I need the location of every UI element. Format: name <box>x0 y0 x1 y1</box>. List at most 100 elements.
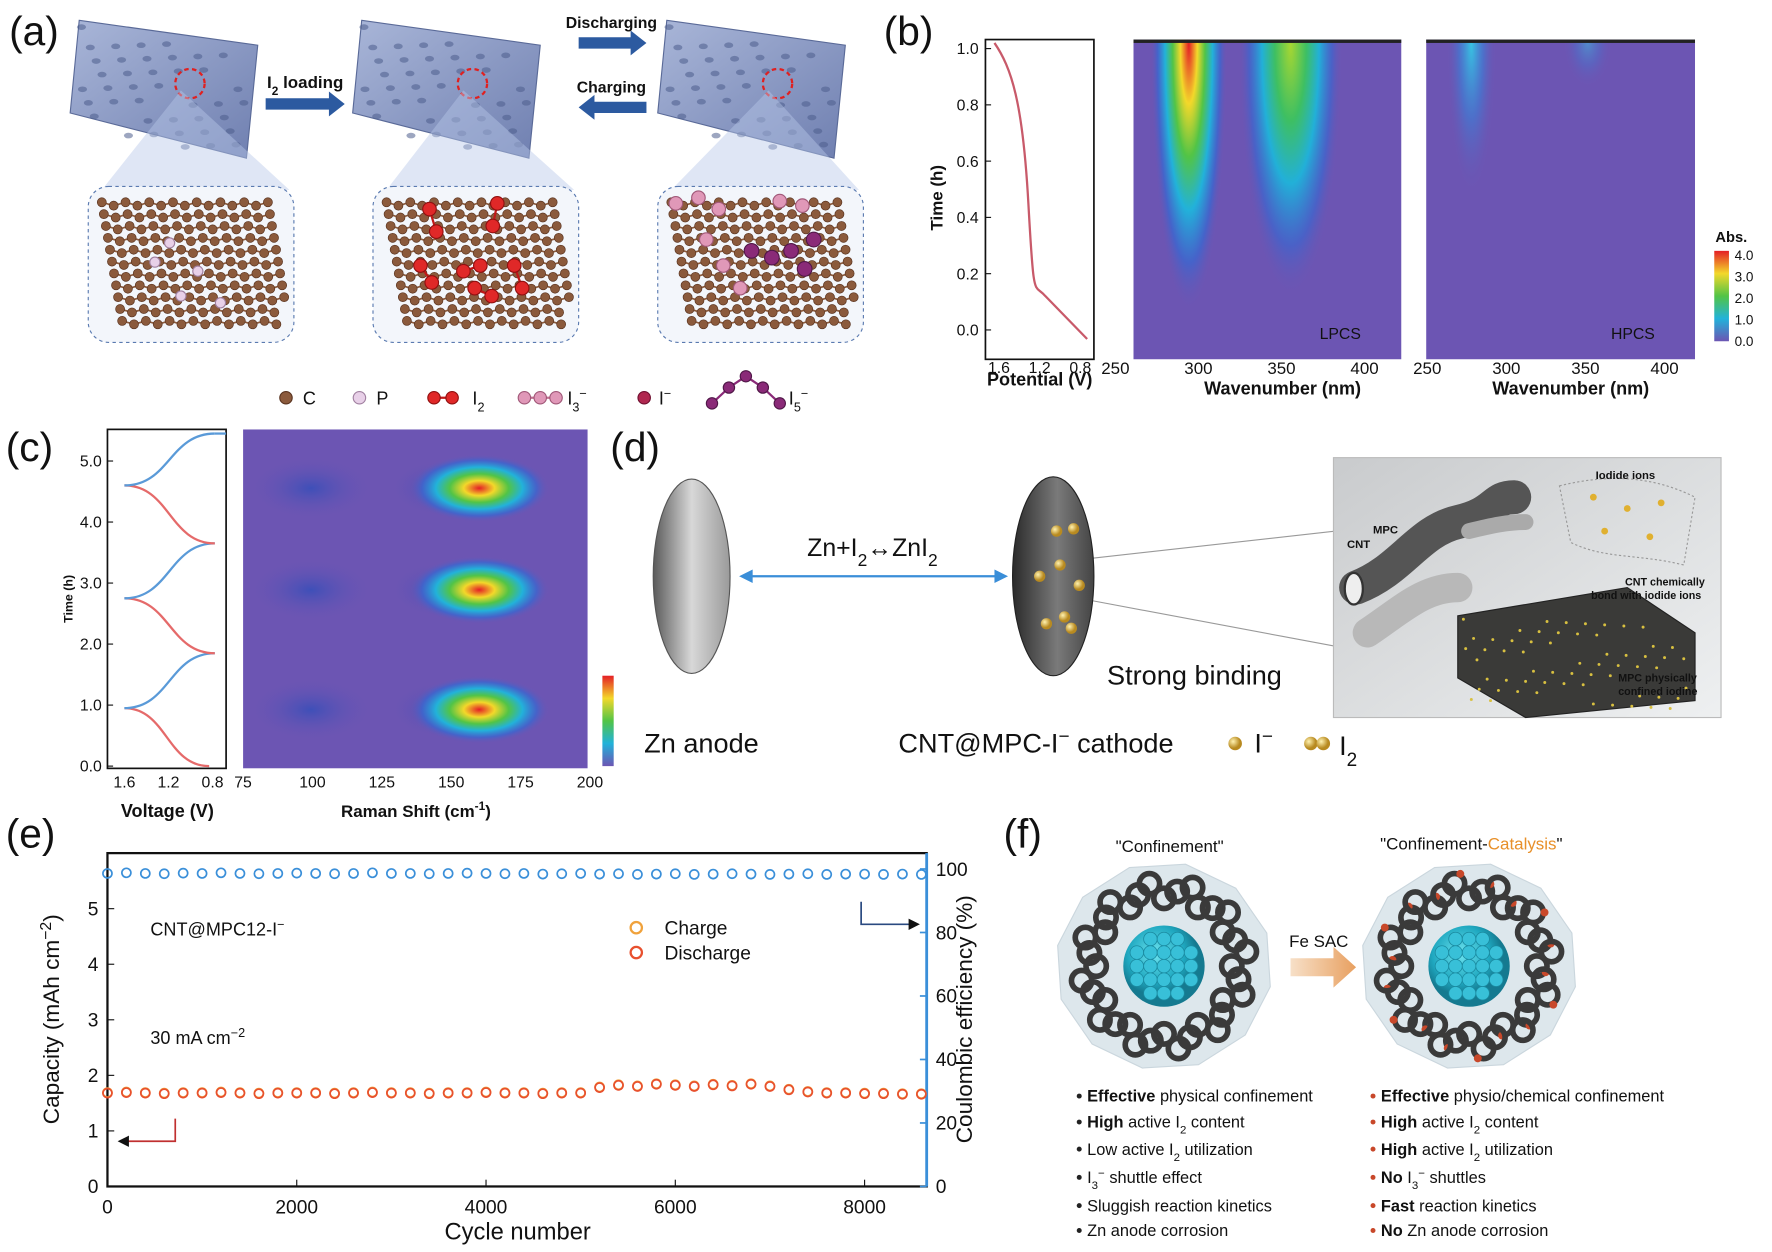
carbon-atom <box>808 197 819 208</box>
text-segment: active I <box>1417 1141 1473 1159</box>
carbon-atom <box>423 304 434 314</box>
carbon-atom <box>484 244 495 255</box>
carbon-atom <box>710 248 720 258</box>
pore <box>780 53 790 60</box>
colorbar <box>602 675 614 767</box>
carbon-atom <box>229 212 240 223</box>
carbon-atom <box>789 221 799 231</box>
carbon-cluster <box>1137 1027 1164 1054</box>
carbon-atom <box>763 209 774 219</box>
carbon-atom <box>405 271 416 282</box>
pore <box>463 144 473 150</box>
x-tick-label: 400 <box>1350 359 1378 378</box>
pore <box>690 85 701 91</box>
carbon-atom <box>468 224 479 235</box>
text-segment: Zn anode corrosion <box>1087 1222 1228 1240</box>
zn-anode <box>652 478 731 675</box>
pore <box>457 130 467 137</box>
iodine-speck <box>1535 691 1539 695</box>
carbon-atom <box>170 283 181 294</box>
iodine-atom <box>1143 958 1158 974</box>
pore <box>704 57 714 63</box>
fe-site <box>1456 869 1465 878</box>
voltage-curve <box>124 707 210 768</box>
carbon-atom <box>692 209 702 219</box>
text-segment: − <box>1058 726 1069 747</box>
data-point <box>707 868 719 880</box>
cathode-label: CNT@MPC-I− cathode <box>898 726 1173 759</box>
carbon-atom <box>767 307 778 318</box>
carbon-atom <box>506 307 517 318</box>
carbon-atom <box>271 319 282 330</box>
pore <box>819 141 829 148</box>
heatmap <box>1426 39 1696 360</box>
carbon-atom <box>146 283 157 294</box>
carbon-atom <box>524 271 535 282</box>
carbon-atom <box>150 232 161 243</box>
plot-frame <box>984 38 1095 361</box>
iodine-atom <box>1475 958 1490 974</box>
iodine-atom <box>1489 945 1504 960</box>
sheet <box>352 19 541 159</box>
iodine-speck <box>1502 649 1506 653</box>
carbon-atom <box>549 209 560 219</box>
carbon-atom <box>112 224 123 235</box>
carbon-atom <box>716 283 726 294</box>
carbon-atom <box>779 304 790 314</box>
x-tick-label: 150 <box>438 775 465 792</box>
pore <box>521 100 531 106</box>
pore <box>380 71 390 78</box>
pore <box>103 85 113 91</box>
inset-label: MPC physically <box>1618 672 1697 684</box>
carbon-atom <box>237 260 248 270</box>
carbon-atom <box>447 304 458 314</box>
text-segment: 2 <box>477 401 484 415</box>
inset-label: CNT <box>1347 539 1370 551</box>
carbon-atom <box>749 268 760 279</box>
carbon-atom <box>534 256 544 267</box>
panel-label: (d) <box>610 424 660 470</box>
text-segment: Zn+I <box>807 535 857 562</box>
text-segment: Catalysis <box>1488 835 1557 854</box>
text-segment: No <box>1381 1222 1403 1240</box>
pore <box>417 97 427 104</box>
data-point <box>537 1088 549 1100</box>
carbon-atom <box>670 221 681 231</box>
carbon-atom <box>118 260 129 270</box>
y-tick-label: 4.0 <box>80 515 102 532</box>
carbon-cluster <box>1184 894 1211 921</box>
data-point <box>158 1088 170 1100</box>
data-point <box>878 869 889 880</box>
iodine-speck <box>1635 665 1639 669</box>
y-tick-label: 0.6 <box>957 154 979 171</box>
carbon-atom <box>271 244 281 255</box>
data-point <box>688 869 700 880</box>
data-point <box>196 1087 208 1099</box>
carbon-atom <box>178 256 189 267</box>
pore <box>436 83 446 89</box>
y-axis-label: Time (h) <box>927 165 946 231</box>
data-point <box>480 1087 492 1098</box>
arrow-head <box>994 569 1009 584</box>
data-point <box>821 1087 833 1099</box>
carbon-atom <box>825 292 835 303</box>
carbon-atom <box>225 256 236 267</box>
carbon-atom <box>231 292 242 303</box>
carbon-atom <box>166 260 177 270</box>
bullet-text: Sluggish reaction kinetics <box>1087 1197 1272 1215</box>
carbon-atom <box>775 280 786 291</box>
x-tick-label: 1.6 <box>988 360 1010 377</box>
x-tick-label: 75 <box>234 775 252 792</box>
y-tick-label: 5.0 <box>80 454 102 471</box>
x-axis-label: Wavenumber (nm) <box>1204 378 1361 398</box>
carbon-atom <box>834 283 845 294</box>
bullet <box>1370 1093 1376 1099</box>
iodine-speck <box>1524 679 1528 683</box>
pore <box>393 43 403 50</box>
iodine-atom <box>1170 958 1185 974</box>
iodide-dot <box>1601 527 1609 535</box>
heat-spot <box>248 677 373 742</box>
x-tick-label: 200 <box>577 775 604 792</box>
data-point <box>764 869 776 880</box>
